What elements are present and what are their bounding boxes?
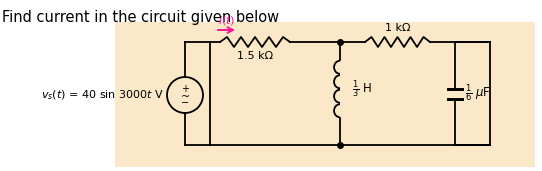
Text: 1.5 kΩ: 1.5 kΩ	[237, 51, 273, 61]
Text: ~: ~	[180, 92, 190, 102]
Text: $i(t)$: $i(t)$	[218, 14, 235, 27]
Text: 1 kΩ: 1 kΩ	[385, 23, 410, 33]
Text: Find current in the circuit given below: Find current in the circuit given below	[2, 10, 279, 25]
FancyBboxPatch shape	[115, 22, 535, 167]
Text: −: −	[181, 98, 189, 108]
Text: $\frac{1}{3}$ H: $\frac{1}{3}$ H	[352, 78, 372, 100]
Text: $\frac{1}{6}$ $\mu$F: $\frac{1}{6}$ $\mu$F	[465, 83, 491, 104]
Text: $v_s(t)$ = 40 sin 3000$t$ V: $v_s(t)$ = 40 sin 3000$t$ V	[41, 88, 164, 102]
Text: +: +	[181, 84, 189, 94]
